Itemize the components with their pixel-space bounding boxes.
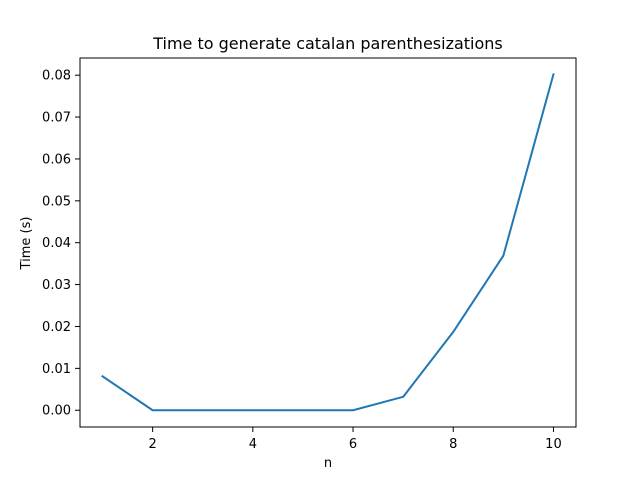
axes-frame: [79, 57, 577, 428]
y-tick-label: 0.02: [42, 320, 71, 335]
x-tick-label: 8: [449, 437, 457, 452]
x-tick-label: 6: [349, 437, 357, 452]
y-tick-label: 0.04: [42, 236, 71, 251]
x-axis-ticks: 2 4 6 8 10: [149, 427, 562, 452]
y-tick-label: 0.00: [42, 404, 71, 419]
y-tick-label: 0.05: [42, 194, 71, 209]
series-line: [101, 73, 555, 412]
y-tick-label: 0.06: [42, 152, 71, 167]
y-axis-ticks: 0.00 0.01 0.02 0.03 0.04 0.05 0.06 0.07 0.08: [42, 69, 80, 419]
x-tick-label: 2: [149, 437, 157, 452]
x-tick-label: 10: [545, 437, 562, 452]
x-tick-label: 4: [249, 437, 257, 452]
y-tick-label: 0.03: [42, 278, 71, 293]
y-tick-label: 0.08: [42, 69, 71, 84]
y-axis-label: Time (s): [19, 217, 34, 271]
x-axis-label: n: [324, 456, 332, 471]
y-tick-label: 0.01: [42, 362, 71, 377]
chart-title: Time to generate catalan parenthesizatio…: [152, 34, 503, 53]
y-tick-label: 0.07: [42, 111, 71, 126]
